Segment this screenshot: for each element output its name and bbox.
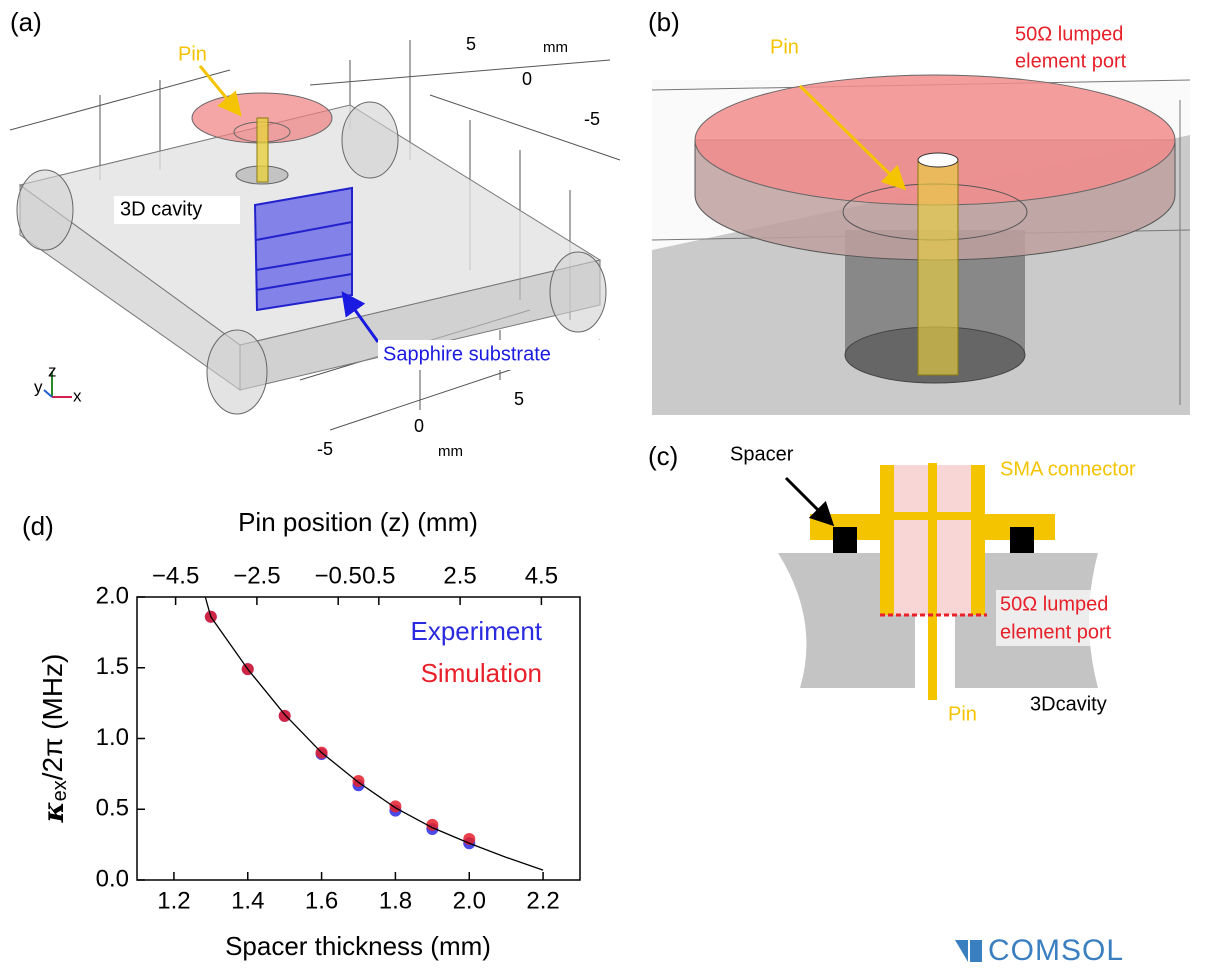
panel-label: (b) (648, 7, 680, 37)
annotation: 50Ω lumped (1015, 23, 1123, 45)
substrate (255, 188, 352, 310)
axis-label: 5 (514, 389, 524, 409)
y-title-subscript: ex (49, 780, 71, 801)
y-tick-label: 0.0 (96, 865, 129, 892)
x2-tick-label: 4.5 (525, 562, 558, 589)
sma-pin (928, 463, 937, 700)
annotation: element port (1015, 50, 1127, 72)
annotation: Pin (948, 703, 977, 725)
x-tick-label: 2.2 (526, 887, 559, 914)
x-tick-label: 1.4 (231, 887, 264, 914)
annotation: 3Dcavity (1030, 693, 1107, 715)
panel-c: (c) Spacer SMA connector 50Ω lumped elem… (648, 441, 1156, 725)
x-tick-label: 1.6 (305, 887, 338, 914)
annotation: Sapphire substrate (383, 343, 551, 365)
axis-label: 5 (466, 34, 476, 54)
annotation: Pin (178, 43, 207, 65)
logo: COMSOL (955, 934, 1124, 967)
axis-label: mm (438, 443, 463, 460)
point (279, 710, 291, 722)
annotation: 3D cavity (120, 198, 202, 220)
axis-label: mm (543, 39, 568, 56)
annotation: 50Ω lumped (1000, 593, 1108, 615)
x-axis-title: Spacer thickness (mm) (225, 931, 491, 961)
annotation: element port (1000, 621, 1112, 643)
panel-a: (a) Pin 3D cavity Sapphire substrate 5 m… (10, 7, 620, 460)
panel-label: (a) (10, 7, 42, 37)
figure: (a) Pin 3D cavity Sapphire substrate 5 m… (0, 0, 1209, 969)
x-tick-label: 1.2 (157, 887, 190, 914)
pin-hole (918, 153, 958, 167)
y-tick-label: 0.5 (96, 795, 129, 822)
y-title-symbol: κ (37, 801, 70, 823)
x-tick-label: 2.0 (453, 887, 486, 914)
axis-label: 0 (522, 69, 532, 89)
axis-label: -5 (584, 109, 600, 129)
logo-text: COMSOL (988, 934, 1124, 967)
x2-tick-label: 2.5 (443, 562, 476, 589)
spacer-arrow (786, 478, 830, 522)
axis-name: z (48, 361, 57, 380)
x2-tick-label: 0.5 (362, 562, 395, 589)
x2-axis-title: Pin position (z) (mm) (238, 507, 478, 537)
x2-tick-label: −0.5 (314, 562, 361, 589)
y-tick-label: 1.0 (96, 724, 129, 751)
y-tick-label: 2.0 (96, 582, 129, 609)
y-axis-title: κex/2π (MHz) (37, 654, 72, 824)
pin (257, 118, 268, 182)
axis-label: -5 (317, 439, 333, 459)
annotation: Spacer (730, 443, 794, 465)
legend-entry: Simulation (421, 658, 542, 688)
panel-label: (c) (648, 441, 678, 471)
panel-b: (b) Pin 50Ω lumped element port (648, 7, 1190, 415)
panel-label: (d) (22, 511, 54, 541)
sma-cross (894, 512, 971, 520)
panel-d-chart: (d) Pin position (z) (mm) Spacer thickne… (22, 507, 580, 961)
y-title-rest: /2π (MHz) (37, 654, 68, 781)
x2-tick-label: −4.5 (152, 562, 199, 589)
x2-tick-label: −2.5 (233, 562, 280, 589)
spacer (1010, 527, 1034, 553)
y-tick-label: 1.5 (96, 653, 129, 680)
pin (918, 162, 958, 375)
annotation: Pin (770, 36, 799, 58)
legend-entry: Experiment (411, 616, 543, 646)
axis-label: 0 (414, 416, 424, 436)
spacer (833, 527, 857, 553)
axis-name: x (73, 386, 82, 405)
x-tick-label: 1.8 (379, 887, 412, 914)
axis-triad: y z x (34, 361, 82, 405)
axis-name: y (34, 377, 43, 396)
annotation: SMA connector (1000, 458, 1136, 480)
